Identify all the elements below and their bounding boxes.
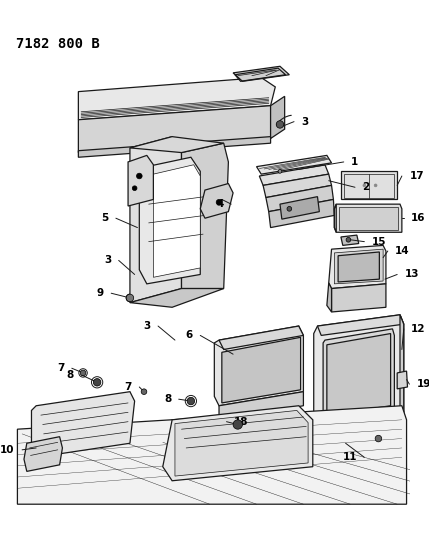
Polygon shape [175, 410, 308, 476]
Polygon shape [341, 171, 397, 199]
Text: 3: 3 [143, 321, 151, 331]
Text: 13: 13 [405, 270, 419, 279]
Polygon shape [130, 136, 224, 152]
Text: 2: 2 [363, 182, 370, 192]
Polygon shape [397, 371, 408, 389]
Text: 7: 7 [124, 382, 132, 392]
Polygon shape [317, 315, 404, 335]
Polygon shape [219, 326, 303, 350]
Text: 19: 19 [417, 379, 429, 389]
Polygon shape [260, 165, 329, 185]
Polygon shape [314, 315, 404, 431]
Text: 8: 8 [164, 394, 171, 404]
Polygon shape [263, 174, 332, 198]
Circle shape [187, 397, 195, 405]
Polygon shape [181, 143, 228, 288]
Circle shape [374, 184, 377, 187]
Polygon shape [323, 329, 394, 418]
Text: 9: 9 [97, 288, 104, 298]
Polygon shape [79, 78, 275, 120]
Polygon shape [128, 156, 154, 206]
Text: 4: 4 [216, 199, 224, 209]
Polygon shape [233, 66, 289, 82]
Circle shape [136, 173, 142, 179]
Circle shape [346, 237, 351, 242]
Circle shape [126, 294, 134, 302]
Polygon shape [79, 106, 271, 152]
Circle shape [94, 378, 101, 386]
Circle shape [132, 186, 137, 190]
Polygon shape [214, 326, 303, 406]
Polygon shape [130, 136, 181, 303]
Polygon shape [332, 284, 386, 312]
Polygon shape [130, 288, 224, 308]
Text: 5: 5 [101, 213, 109, 223]
Polygon shape [24, 437, 63, 471]
Circle shape [216, 199, 222, 205]
Polygon shape [327, 334, 391, 415]
Text: 18: 18 [234, 417, 248, 427]
Polygon shape [271, 96, 285, 139]
Polygon shape [329, 245, 386, 288]
Circle shape [233, 420, 242, 429]
Polygon shape [200, 183, 233, 218]
Text: 7: 7 [57, 364, 64, 373]
Text: 14: 14 [395, 246, 410, 256]
Polygon shape [280, 197, 319, 219]
Polygon shape [327, 283, 332, 312]
Polygon shape [317, 420, 404, 450]
Circle shape [287, 206, 292, 211]
Polygon shape [154, 165, 200, 277]
Text: 1: 1 [351, 157, 359, 167]
Circle shape [276, 120, 284, 128]
Text: 17: 17 [409, 171, 424, 181]
Text: 6: 6 [185, 330, 193, 341]
Polygon shape [31, 392, 135, 457]
Polygon shape [79, 136, 271, 157]
Polygon shape [269, 199, 334, 228]
Circle shape [141, 389, 147, 394]
Circle shape [363, 184, 366, 187]
Polygon shape [400, 315, 404, 420]
Text: 3: 3 [302, 117, 309, 127]
Polygon shape [338, 252, 379, 282]
Text: 16: 16 [411, 213, 426, 223]
Polygon shape [257, 156, 332, 174]
Text: 7182 800 B: 7182 800 B [15, 37, 99, 51]
Text: 8: 8 [66, 370, 74, 380]
Text: 11: 11 [342, 453, 357, 462]
Polygon shape [266, 185, 333, 212]
Polygon shape [334, 204, 336, 232]
Polygon shape [341, 235, 359, 245]
Polygon shape [334, 204, 402, 232]
Polygon shape [334, 249, 383, 284]
Circle shape [375, 435, 382, 442]
Circle shape [278, 169, 282, 173]
Polygon shape [18, 406, 407, 504]
Text: 15: 15 [372, 237, 387, 247]
Polygon shape [163, 406, 313, 481]
Polygon shape [339, 207, 398, 230]
Text: 12: 12 [411, 324, 426, 334]
Circle shape [80, 370, 86, 376]
Polygon shape [222, 337, 301, 403]
Polygon shape [219, 392, 303, 420]
Polygon shape [139, 157, 200, 284]
Text: 3: 3 [104, 255, 111, 265]
Text: 10: 10 [0, 445, 15, 455]
